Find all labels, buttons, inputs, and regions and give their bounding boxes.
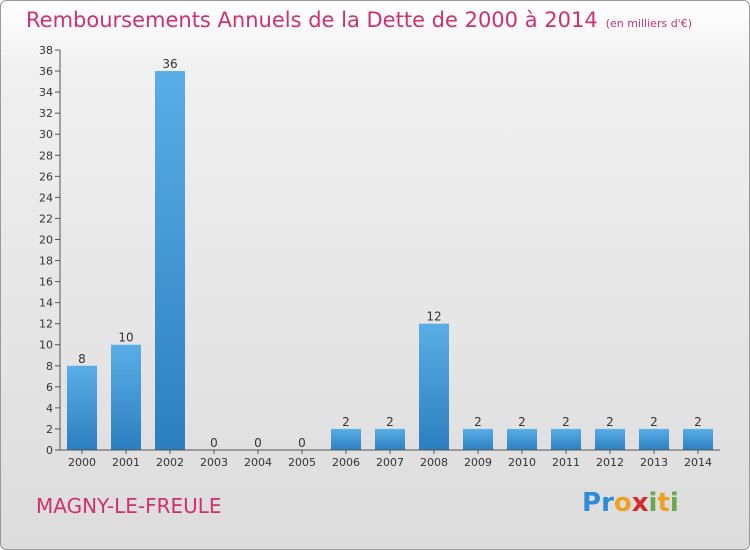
x-tick-label-2005: 2005 — [288, 456, 316, 469]
value-label-2011: 2 — [562, 415, 570, 429]
value-label-2004: 0 — [254, 436, 262, 450]
y-tick-label: 10 — [39, 339, 53, 352]
x-tick-label-2004: 2004 — [244, 456, 272, 469]
x-tick-label-2008: 2008 — [420, 456, 448, 469]
y-tick-label: 18 — [39, 255, 53, 268]
value-label-2006: 2 — [342, 415, 350, 429]
chart-title: Remboursements Annuels de la Dette de 20… — [26, 8, 692, 32]
value-label-2007: 2 — [386, 415, 394, 429]
y-tick-label: 34 — [39, 86, 53, 99]
logo-letter: o — [613, 488, 632, 518]
y-tick-label: 2 — [46, 423, 53, 436]
x-tick-label-2011: 2011 — [552, 456, 580, 469]
chart-unit: (en milliers d'€) — [605, 17, 692, 30]
y-tick-label: 0 — [46, 444, 53, 457]
x-tick-label-2000: 2000 — [68, 456, 96, 469]
logo-letter: t — [657, 488, 670, 518]
x-tick-label-2012: 2012 — [596, 456, 624, 469]
x-tick-label-2001: 2001 — [112, 456, 140, 469]
logo-letter: P — [582, 488, 602, 518]
y-tick-label: 28 — [39, 149, 53, 162]
value-label-2003: 0 — [210, 436, 218, 450]
bar-2002 — [155, 71, 185, 450]
bar-2000 — [67, 365, 97, 450]
bars-group — [67, 71, 713, 450]
value-label-2008: 12 — [426, 310, 441, 324]
chart-title-text: Remboursements Annuels de la Dette de 20… — [26, 8, 598, 32]
y-tick-label: 14 — [39, 297, 53, 310]
value-label-2010: 2 — [518, 415, 526, 429]
y-tick-label: 38 — [39, 44, 53, 57]
bar-2014 — [683, 428, 713, 450]
bar-2006 — [331, 428, 361, 450]
town-name: MAGNY-LE-FREULE — [36, 494, 222, 518]
y-tick-label: 32 — [39, 107, 53, 120]
bar-2011 — [551, 428, 581, 450]
bar-2001 — [111, 344, 141, 450]
x-tick-label-2014: 2014 — [684, 456, 712, 469]
x-tick-label-2007: 2007 — [376, 456, 404, 469]
y-tick-label: 12 — [39, 318, 53, 331]
y-tick-label: 24 — [39, 191, 53, 204]
value-label-2000: 8 — [78, 352, 86, 366]
x-tick-label-2010: 2010 — [508, 456, 536, 469]
x-tick-label-2009: 2009 — [464, 456, 492, 469]
y-tick-label: 4 — [46, 402, 53, 415]
logo-letter: i — [648, 488, 658, 518]
y-tick-label: 6 — [46, 381, 53, 394]
bar-2010 — [507, 428, 537, 450]
y-tick-label: 36 — [39, 65, 53, 78]
y-tick-label: 22 — [39, 212, 53, 225]
bar-2012 — [595, 428, 625, 450]
proxiti-logo[interactable]: Proxiti — [582, 488, 679, 518]
bar-2007 — [375, 428, 405, 450]
logo-letter: r — [601, 488, 614, 518]
y-tick-label: 16 — [39, 276, 53, 289]
value-label-2014: 2 — [694, 415, 702, 429]
axes-group: 0246810121416182022242628303234363820008… — [39, 44, 720, 469]
bar-2013 — [639, 428, 669, 450]
x-tick-label-2006: 2006 — [332, 456, 360, 469]
x-tick-label-2013: 2013 — [640, 456, 668, 469]
value-label-2012: 2 — [606, 415, 614, 429]
y-tick-label: 30 — [39, 128, 53, 141]
y-tick-label: 20 — [39, 233, 53, 246]
value-label-2005: 0 — [298, 436, 306, 450]
bar-2008 — [419, 323, 449, 450]
logo-letter: x — [631, 488, 649, 518]
value-label-2001: 10 — [118, 331, 133, 345]
y-tick-label: 8 — [46, 360, 53, 373]
value-label-2013: 2 — [650, 415, 658, 429]
bar-2009 — [463, 428, 493, 450]
y-tick-label: 26 — [39, 170, 53, 183]
value-label-2002: 36 — [162, 57, 177, 71]
x-tick-label-2003: 2003 — [200, 456, 228, 469]
logo-letter: i — [669, 488, 679, 518]
value-label-2009: 2 — [474, 415, 482, 429]
x-tick-label-2002: 2002 — [156, 456, 184, 469]
